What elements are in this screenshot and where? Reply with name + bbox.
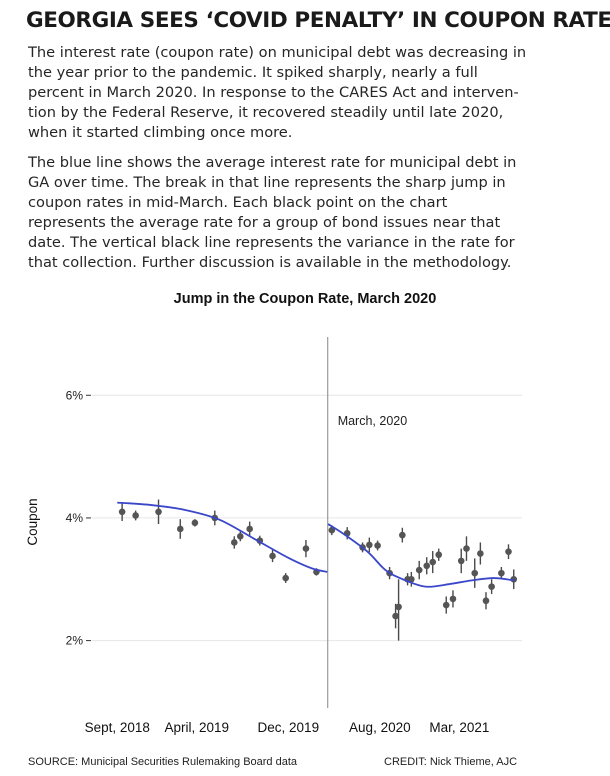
intro-line: tion by the Federal Reserve, it recovere… <box>28 104 504 121</box>
data-point <box>395 579 402 641</box>
mean-point <box>118 508 126 516</box>
mean-point <box>488 583 495 590</box>
explainer-line: date. The vertical black line represents… <box>28 234 515 251</box>
data-point <box>477 542 484 565</box>
data-point <box>282 573 289 583</box>
data-point <box>230 536 238 549</box>
mean-point <box>477 550 484 557</box>
mean-point <box>392 612 399 620</box>
data-point <box>423 557 431 575</box>
mean-point <box>236 533 244 540</box>
x-tick-label: Dec, 2019 <box>258 720 320 735</box>
explainer-line: The blue line shows the average interest… <box>28 154 517 171</box>
chart-title: Jump in the Coupon Rate, March 2020 <box>173 291 437 307</box>
mean-point <box>246 525 253 533</box>
mean-point <box>471 569 479 577</box>
mean-point <box>176 525 184 533</box>
source-note: SOURCE: Municipal Securities Rulemaking … <box>28 756 298 768</box>
mean-point <box>435 551 443 559</box>
mean-point <box>442 601 450 609</box>
data-point <box>498 567 505 580</box>
mean-point <box>282 574 289 582</box>
data-point <box>463 536 470 561</box>
y-axis-label: Coupon <box>25 498 40 545</box>
data-point <box>429 551 437 574</box>
mean-point <box>457 557 465 565</box>
mean-point <box>269 552 276 560</box>
mean-point <box>399 531 406 539</box>
mean-point <box>429 558 437 566</box>
mean-point <box>498 569 505 577</box>
y-tick-label: 2% <box>66 634 84 648</box>
mean-point <box>191 519 199 527</box>
x-tick-label: Mar, 2021 <box>429 720 489 735</box>
data-point <box>408 571 415 587</box>
mean-point <box>423 562 431 570</box>
intro-line: The interest rate (coupon rate) on munic… <box>28 44 527 61</box>
data-point <box>302 540 310 558</box>
data-point <box>374 540 381 551</box>
mean-point <box>328 526 336 534</box>
explainer-paragraph: The blue line shows the average interest… <box>28 153 588 273</box>
data-point <box>176 519 184 539</box>
x-tick-label: Aug, 2020 <box>349 720 411 735</box>
data-point <box>155 499 162 525</box>
data-point <box>415 560 423 580</box>
data-point <box>366 537 373 553</box>
data-point <box>442 596 450 614</box>
mean-point <box>366 541 373 549</box>
data-point <box>269 549 276 563</box>
trend-line-segment <box>327 523 515 588</box>
x-tick-label: Sept, 2018 <box>85 720 150 735</box>
explainer-line: represents the average rate for a group … <box>28 214 501 231</box>
data-point <box>488 579 495 594</box>
y-tick-label: 4% <box>66 511 84 525</box>
data-point <box>399 527 406 543</box>
data-point <box>457 548 465 574</box>
headline: GEORGIA SEES ‘COVID PENALTY’ IN COUPON R… <box>26 8 610 33</box>
mean-point <box>463 545 470 552</box>
explainer-line: GA over time. The break in that line rep… <box>28 174 506 191</box>
mean-point <box>395 603 402 611</box>
data-point <box>482 592 490 610</box>
mean-point <box>230 539 238 546</box>
data-point <box>505 544 512 560</box>
data-point <box>191 519 199 527</box>
data-point <box>449 590 457 608</box>
intro-line: percent in March 2020. In response to th… <box>28 84 519 101</box>
y-tick-label: 6% <box>66 388 84 402</box>
intro-line: the year prior to the pandemic. It spike… <box>28 64 478 81</box>
intro-paragraph: The interest rate (coupon rate) on munic… <box>28 43 588 143</box>
explainer-line: coupon rates in mid-March. Each black po… <box>28 194 448 211</box>
data-point <box>118 502 126 521</box>
data-point <box>246 521 253 537</box>
mean-point <box>302 545 310 552</box>
data-point <box>236 531 244 542</box>
data-point <box>132 510 139 521</box>
mean-point <box>155 508 162 516</box>
mean-point <box>415 566 423 574</box>
mean-point <box>449 595 457 603</box>
mean-point <box>408 575 415 583</box>
credit-note: CREDIT: Nick Thieme, AJC <box>384 756 518 768</box>
intro-line: when it started climbing once more. <box>28 124 293 141</box>
mean-point <box>505 548 512 555</box>
x-tick-label: April, 2019 <box>165 720 230 735</box>
mean-point <box>132 512 139 519</box>
data-point <box>435 548 443 561</box>
mean-point <box>482 597 490 605</box>
trend-line-segment <box>117 501 328 573</box>
mean-point <box>374 542 381 549</box>
data-point <box>471 558 479 588</box>
explainer-line: that collection. Further discussion is a… <box>28 254 512 271</box>
event-annotation-label: March, 2020 <box>338 414 408 428</box>
